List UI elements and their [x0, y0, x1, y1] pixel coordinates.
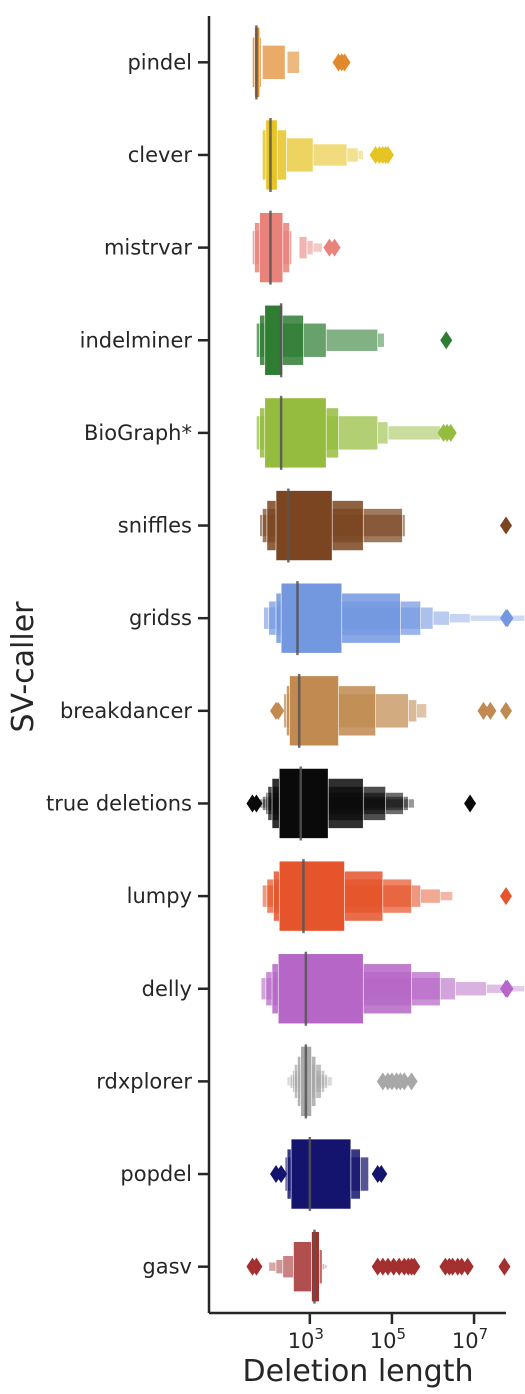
y-tick-label-indelminer: indelminer — [80, 328, 193, 352]
outlier-point — [375, 1165, 388, 1184]
box-level-5 — [432, 610, 450, 626]
outlier-point — [381, 145, 394, 164]
box-level-4 — [407, 699, 417, 723]
box-level-5 — [275, 1259, 284, 1274]
outlier-point — [398, 1072, 411, 1091]
y-tick-label-breakdancer: breakdancer — [60, 699, 192, 723]
outlier-point — [464, 794, 477, 813]
plot-area — [246, 25, 525, 1304]
box-level-1 — [280, 582, 343, 654]
outlier-point — [405, 1072, 418, 1091]
box-level-1 — [275, 490, 333, 561]
outlier-point — [500, 887, 512, 906]
y-tick-label-true-deletions: true deletions — [46, 791, 192, 815]
outlier-point — [250, 794, 263, 813]
outlier-point — [498, 1257, 511, 1276]
outlier-point — [250, 1257, 263, 1276]
series-rdxplorer — [286, 1044, 418, 1119]
box-level-1 — [264, 397, 327, 469]
x-tick-label: 107 — [452, 1325, 488, 1353]
box-level-5 — [387, 425, 441, 441]
outlier-point — [477, 701, 490, 720]
outlier-point — [500, 516, 512, 535]
y-tick-label-gridss: gridss — [129, 606, 192, 630]
x-axis-title: Deletion length — [243, 1354, 474, 1389]
outlier-point — [461, 1257, 474, 1276]
box-level-7 — [469, 614, 525, 622]
box-level-4 — [282, 1255, 294, 1278]
box-level-5 — [420, 888, 441, 904]
y-axis-ticks: pindel clever mistrvar indelminer BioGraph* s… — [46, 50, 209, 1279]
y-axis-title: SV-caller — [6, 601, 41, 733]
y-tick-label-lumpy: lumpy — [127, 884, 192, 908]
box-level-3 — [262, 45, 286, 80]
series-breakdancer — [270, 673, 512, 748]
y-tick-label-popdel: popdel — [120, 1162, 192, 1186]
box-level-2 — [293, 1241, 312, 1292]
series-indelminer — [256, 303, 453, 378]
box-level-3 — [318, 1249, 323, 1284]
box-level-1 — [278, 860, 345, 932]
outlier-point — [501, 609, 514, 628]
box-level-4 — [325, 328, 379, 352]
outlier-point — [338, 53, 351, 72]
box-level-4 — [286, 51, 300, 74]
outlier-point — [444, 423, 457, 442]
outlier-point — [272, 701, 285, 720]
x-axis-ticks: 103 105 107 — [288, 1313, 488, 1353]
outlier-point — [500, 701, 512, 720]
series-true-deletions — [246, 766, 477, 841]
outlier-point — [501, 979, 514, 998]
series-mistrvar — [252, 210, 341, 285]
series-clever — [262, 117, 394, 192]
box-level-5 — [377, 332, 385, 348]
y-tick-label-clever: clever — [128, 143, 193, 167]
x-tick-label: 105 — [370, 1325, 406, 1353]
box-level-5 — [306, 240, 314, 255]
series-gasv — [246, 1229, 511, 1304]
series-lumpy — [262, 859, 512, 934]
series-delly — [260, 951, 525, 1026]
box-level-6 — [312, 242, 323, 253]
box-level-1 — [289, 675, 339, 747]
y-tick-label-pindel: pindel — [127, 50, 192, 74]
box-level-1 — [277, 953, 364, 1025]
box-level-5 — [346, 147, 359, 163]
box-level-6 — [439, 891, 453, 901]
box-level-8 — [324, 1264, 328, 1269]
series-popdel — [270, 1137, 388, 1212]
box-level-6 — [268, 1261, 277, 1272]
box-level-6 — [449, 613, 471, 623]
outlier-point — [408, 1257, 421, 1276]
y-tick-label-rdxplorer: rdxplorer — [96, 1069, 192, 1093]
y-tick-label-gasv: gasv — [142, 1255, 192, 1279]
box-level-4 — [298, 236, 308, 259]
box-level-3 — [286, 137, 314, 173]
outlier-point — [440, 331, 453, 350]
box-level-1 — [264, 304, 283, 376]
y-tick-label-mistrvar: mistrvar — [104, 236, 192, 260]
outlier-point — [484, 701, 497, 720]
box-level-1 — [278, 768, 329, 839]
outlier-point — [328, 238, 341, 257]
x-tick-label: 103 — [288, 1325, 324, 1353]
series-pindel — [252, 25, 351, 100]
y-tick-label-sniffles: sniffles — [118, 514, 192, 538]
box-level-5 — [455, 981, 487, 997]
y-tick-label-biograph: BioGraph* — [84, 421, 192, 445]
series-sniffles — [259, 488, 512, 563]
series-biograph — [256, 395, 457, 470]
outlier-point — [275, 1165, 288, 1184]
box-level-6 — [357, 150, 364, 160]
box-level-4 — [377, 421, 389, 445]
box-level-4 — [312, 143, 348, 167]
box-level-7 — [321, 1263, 325, 1270]
box-level-5 — [416, 703, 427, 719]
series-gridss — [263, 581, 525, 656]
box-level-1 — [290, 1138, 352, 1210]
y-tick-label-delly: delly — [142, 977, 192, 1001]
